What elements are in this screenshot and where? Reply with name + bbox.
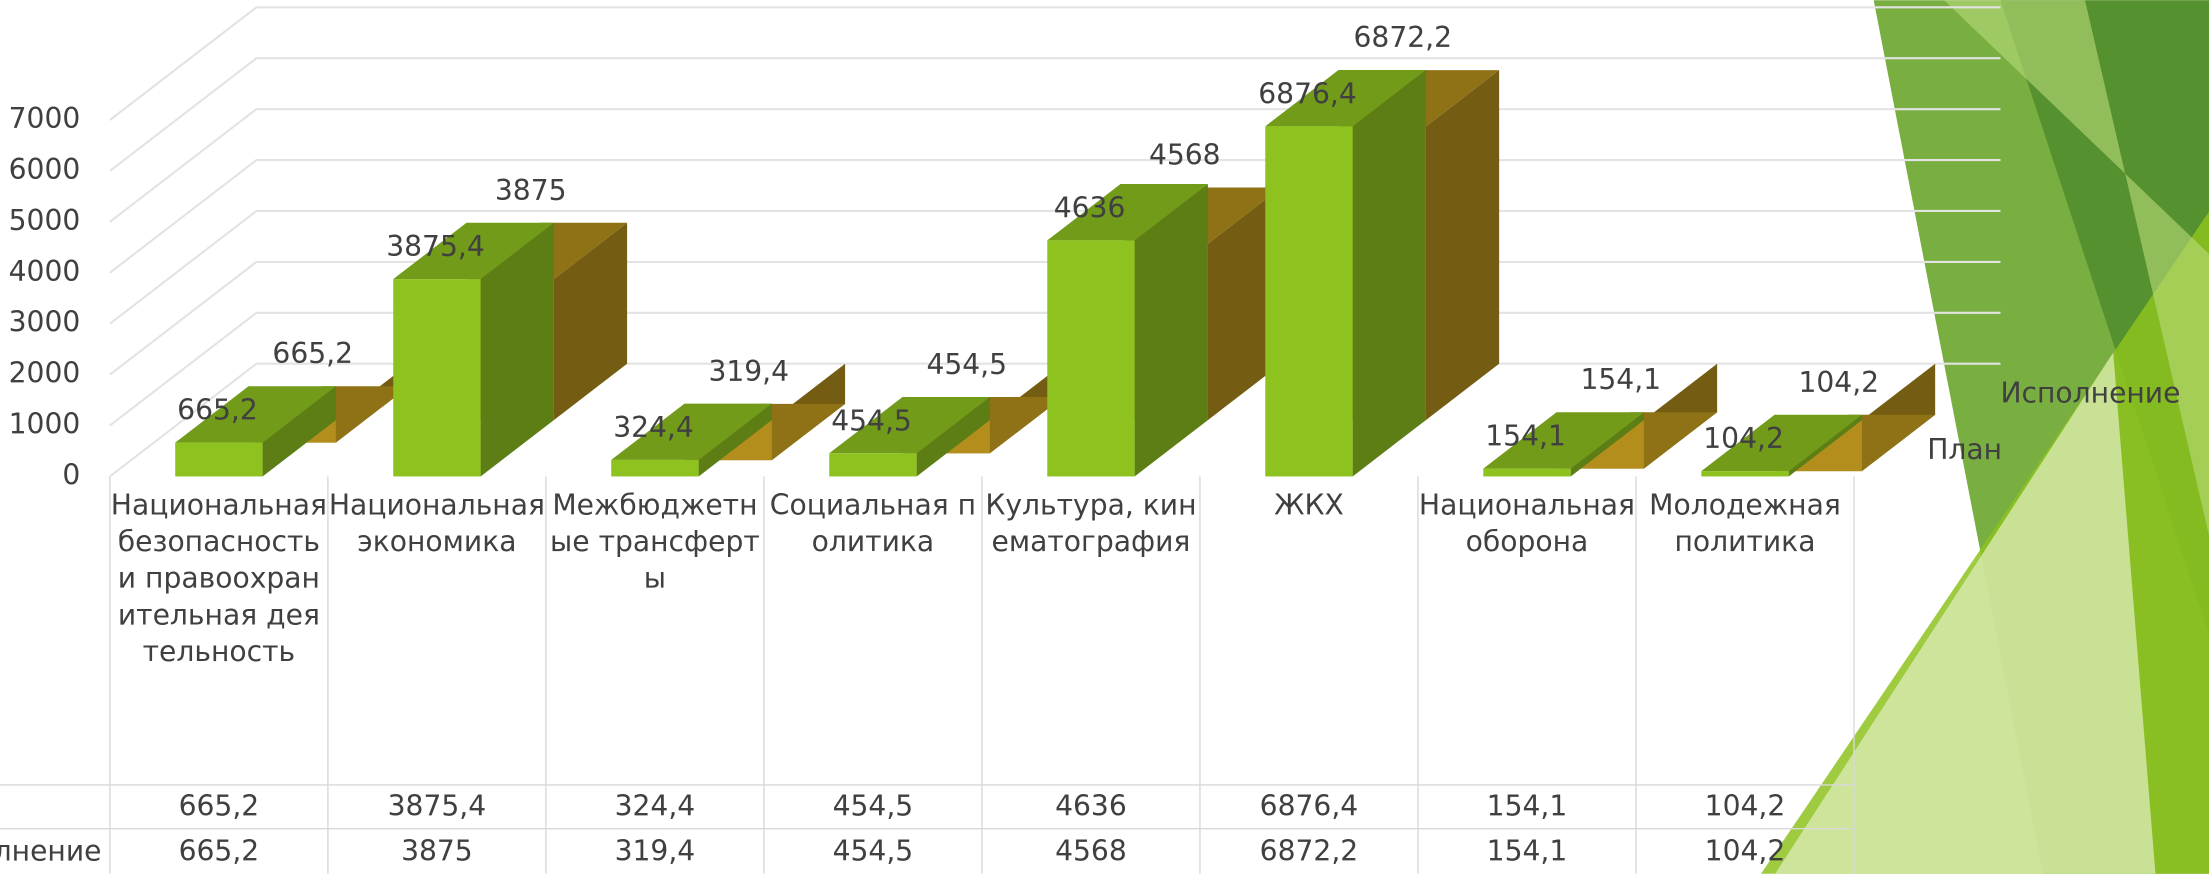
data-label: 4636	[1054, 191, 1126, 224]
bar-side	[1134, 184, 1208, 477]
table-cell: 319,4	[615, 835, 696, 868]
bar-side	[1207, 187, 1282, 421]
bar-front	[175, 442, 263, 477]
data-label: 6876,4	[1258, 77, 1357, 110]
grid-line	[109, 57, 2001, 172]
y-tick-label: 6000	[9, 153, 81, 186]
y-tick-label: 7000	[9, 102, 81, 135]
x-tick-label: Молодежная политика	[1649, 487, 1841, 559]
table-cell: 454,5	[833, 835, 914, 868]
table-cell: 665,2	[179, 835, 260, 868]
data-label: 324,4	[613, 411, 694, 444]
bar-front	[611, 459, 699, 477]
data-label: 4568	[1149, 139, 1221, 172]
x-tick-label: Межбюджетные трансферты	[550, 487, 760, 595]
data-label: 104,2	[1703, 422, 1784, 455]
x-tick-label: Национальная экономика	[328, 487, 545, 559]
bar-top	[1047, 184, 1208, 241]
data-label: 454,5	[926, 348, 1007, 381]
bar-side	[1425, 70, 1500, 421]
table-cell: 3875,4	[388, 790, 487, 823]
bar-side	[1352, 69, 1426, 477]
grid-line	[109, 6, 2001, 121]
bar-side	[553, 222, 628, 421]
legend-label: Исполнение	[2000, 377, 2180, 410]
bar-side	[698, 403, 772, 477]
data-label: 154,1	[1485, 420, 1566, 453]
bar-top	[1265, 69, 1426, 127]
bar-top	[1483, 412, 1644, 469]
data-label: 6872,2	[1354, 21, 1453, 54]
bar	[1483, 412, 1644, 477]
bar-front	[1483, 468, 1571, 477]
x-tick-label: ЖКХ	[1274, 487, 1344, 522]
data-label: 3875,4	[386, 230, 485, 263]
legend-label: План	[1927, 433, 2002, 466]
bar-top	[393, 222, 554, 280]
bar-side	[1788, 414, 1862, 477]
table-cell: 454,5	[833, 790, 914, 823]
bar-front	[1701, 471, 1789, 477]
data-label: 319,4	[708, 355, 789, 388]
bar-side	[262, 386, 336, 477]
table-cell: 4568	[1055, 835, 1127, 868]
table-cell: 154,1	[1487, 835, 1568, 868]
bar	[1047, 184, 1208, 477]
bar-top	[1701, 414, 1862, 472]
x-tick-label-box: Национальная оборона	[1418, 487, 1636, 559]
table-cell: 3875	[401, 835, 473, 868]
x-tick-label-box: ЖКХ	[1274, 487, 1344, 522]
bar-top	[829, 396, 990, 454]
bar-front	[829, 453, 917, 477]
bar-front	[1265, 126, 1353, 477]
x-tick-label: Социальная политика	[769, 487, 977, 559]
table-cell: 104,2	[1705, 790, 1786, 823]
bar	[393, 222, 554, 477]
y-tick-label: 1000	[9, 408, 81, 441]
bar-side	[480, 222, 554, 477]
bar	[611, 403, 772, 477]
x-tick-label: Национальная безопасность и правоохранит…	[110, 487, 327, 669]
x-tick-label-box: Межбюджетные трансферты	[550, 487, 760, 595]
bar-front	[1047, 240, 1135, 477]
x-tick-label-box: Национальная безопасность и правоохранит…	[110, 487, 327, 669]
bar	[829, 396, 990, 477]
data-label: 665,2	[177, 394, 258, 427]
bar-front	[393, 279, 481, 477]
data-label: 3875	[495, 174, 567, 207]
row-label: Исполнение	[0, 835, 101, 868]
x-tick-label-box: Культура, кинематография	[985, 487, 1197, 559]
x-tick-label: Культура, кинематография	[985, 487, 1197, 559]
y-tick-label: 3000	[9, 306, 81, 339]
y-tick-label: 5000	[9, 204, 81, 237]
table-cell: 4636	[1055, 790, 1127, 823]
x-tick-label-box: Молодежная политика	[1649, 487, 1841, 559]
x-tick-label-box: Национальная экономика	[328, 487, 545, 559]
bar-side	[916, 396, 990, 477]
y-tick-label: 2000	[9, 357, 81, 390]
y-tick-label: 0	[62, 458, 80, 491]
data-label: 154,1	[1580, 363, 1661, 396]
bar-top	[175, 386, 336, 443]
table-cell: 154,1	[1487, 790, 1568, 823]
x-tick-label: Национальная оборона	[1418, 487, 1636, 559]
bar-side	[1570, 412, 1644, 477]
x-tick-label-box: Социальная политика	[769, 487, 977, 559]
bar-top	[611, 403, 772, 460]
data-label: 665,2	[272, 337, 353, 370]
y-tick-label: 4000	[9, 255, 81, 288]
bar	[1701, 414, 1862, 477]
table-cell: 6876,4	[1260, 790, 1359, 823]
bar	[1265, 69, 1426, 477]
table-cell: 665,2	[179, 790, 260, 823]
table-cell: 324,4	[615, 790, 696, 823]
table-cell: 6872,2	[1260, 835, 1359, 868]
data-label: 104,2	[1798, 366, 1879, 399]
bar	[175, 386, 336, 477]
table-cell: 104,2	[1705, 835, 1786, 868]
data-label: 454,5	[831, 404, 912, 437]
decoration	[1761, 0, 2209, 874]
